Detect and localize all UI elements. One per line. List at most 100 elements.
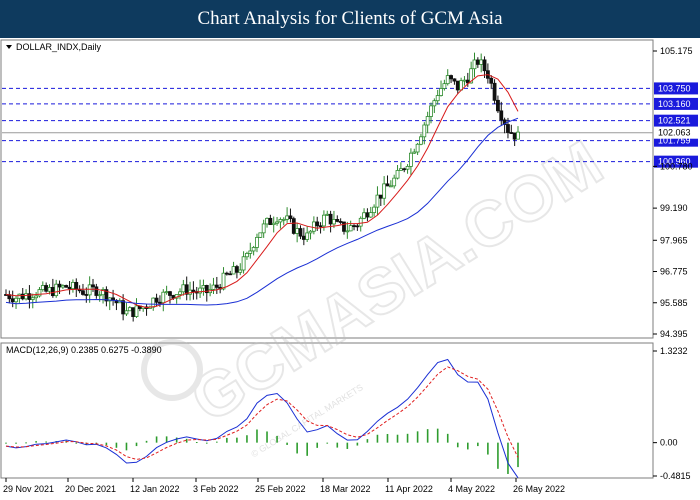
- candle-body: [475, 59, 480, 65]
- candle-body: [154, 297, 159, 303]
- candle-body: [198, 287, 202, 294]
- candle-body: [496, 99, 500, 112]
- candle-body: [37, 289, 42, 297]
- level-price-tag: [654, 82, 698, 95]
- macd-histogram-bar: [356, 442, 359, 446]
- candle-body: [405, 166, 410, 170]
- candle-body: [245, 253, 249, 258]
- symbol-label: DOLLAR_INDX,Daily: [16, 42, 102, 52]
- candle-body: [472, 59, 477, 70]
- candle-body: [358, 217, 363, 227]
- level-price-tag: [654, 114, 698, 127]
- macd-histogram-bar: [95, 442, 98, 444]
- candle-body: [318, 225, 323, 228]
- candle-body: [131, 307, 136, 318]
- macd-histogram-bar: [426, 429, 429, 443]
- candle-body: [372, 206, 377, 214]
- macd-histogram-bar: [165, 436, 168, 443]
- candle-body: [251, 247, 256, 252]
- candle-body: [482, 59, 487, 72]
- candle-body: [17, 293, 22, 299]
- candle-body: [419, 136, 423, 145]
- macd-histogram-bar: [266, 431, 268, 443]
- candle-body: [74, 281, 79, 290]
- macd-histogram-bar: [75, 442, 78, 444]
- macd-histogram-bar: [376, 434, 379, 443]
- level-price-tag: [654, 155, 698, 168]
- candle-body: [338, 221, 343, 223]
- candle-body: [91, 284, 95, 288]
- macd-histogram-bar: [296, 442, 298, 454]
- macd-label: MACD(12,26,9) 0.2385 0.6275 -0.3890: [6, 345, 162, 355]
- macd-histogram-bar: [316, 442, 319, 448]
- x-tick-label: 26 May 2022: [513, 484, 565, 494]
- candle-body: [445, 75, 450, 85]
- candle-body: [30, 297, 35, 300]
- candle-body: [50, 287, 55, 297]
- candle-body: [235, 266, 239, 273]
- macd-histogram-bar: [326, 442, 329, 444]
- macd-line: [5, 358, 519, 479]
- candle-body: [301, 235, 306, 240]
- candle-body: [392, 177, 397, 187]
- candle-body: [422, 124, 427, 138]
- y-tick-label: 95.585: [660, 298, 688, 308]
- candle-body: [168, 291, 172, 296]
- macd-histogram-bar: [497, 442, 499, 469]
- candle-body: [365, 212, 370, 218]
- candle-body: [161, 291, 166, 304]
- candle-body: [462, 79, 467, 82]
- candle-body: [14, 297, 18, 303]
- candle-body: [492, 82, 497, 101]
- candle-body: [164, 291, 169, 294]
- macd-histogram-bar: [185, 438, 188, 443]
- macd-histogram-bar: [416, 431, 419, 443]
- level-price-tag: [654, 97, 698, 110]
- candle-body: [499, 110, 504, 121]
- macd-histogram-bar: [477, 442, 479, 447]
- macd-histogram-bar: [456, 442, 459, 448]
- candle-body: [34, 295, 39, 299]
- macd-tick-label: 0.00: [660, 438, 678, 448]
- y-tick-label: 94.395: [660, 329, 688, 339]
- level-price-text: 102.521: [658, 116, 691, 126]
- candle-body: [415, 143, 420, 153]
- macd-histogram-bar: [195, 442, 198, 444]
- macd-histogram-bar: [155, 436, 158, 443]
- candle-body: [285, 215, 289, 220]
- candle-body: [516, 131, 520, 140]
- candle-body: [442, 83, 447, 89]
- current-price-text: 102.063: [658, 128, 691, 138]
- macd-histogram-bar: [175, 437, 178, 443]
- y-tick-label: 100.780: [660, 161, 693, 171]
- candle-body: [271, 222, 276, 226]
- chevron-down-icon[interactable]: [6, 45, 12, 49]
- x-tick-label: 4 May 2022: [448, 484, 495, 494]
- candle-body: [506, 124, 510, 133]
- candle-body: [325, 213, 330, 216]
- candle-body: [124, 310, 129, 315]
- macd-histogram-bar: [216, 441, 218, 443]
- candle-body: [429, 105, 433, 117]
- macd-histogram-bar: [336, 442, 339, 448]
- y-tick-label: 96.775: [660, 267, 688, 277]
- candle-body: [311, 221, 316, 232]
- candle-body: [315, 221, 320, 227]
- page-title: Chart Analysis for Clients of GCM Asia: [0, 0, 700, 38]
- chart-area[interactable]: GCMASIA.COM © GLOBAL CAPITAL MARKETS 103…: [0, 38, 700, 500]
- candle-body: [104, 289, 109, 302]
- support-resistance-levels: 103.750 103.160 102.521 101.759 100.960 102.0…: [2, 82, 698, 168]
- level-price-text: 101.759: [658, 136, 691, 146]
- macd-histogram-bar: [226, 437, 228, 443]
- candle-body: [151, 297, 156, 308]
- candle-body: [352, 225, 356, 228]
- candle-body: [275, 221, 279, 224]
- candle-body: [375, 194, 380, 208]
- candle-body: [268, 217, 273, 226]
- macd-tick-label: 1.3232: [660, 346, 688, 356]
- time-x-axis: 29 Nov 2021 20 Dec 2021 12 Jan 2022 3 Feb 2…: [3, 478, 565, 494]
- candle-body: [502, 119, 507, 125]
- macd-y-axis: 1.3232 0.00 -0.4815: [653, 346, 691, 481]
- macd-histogram-bar: [467, 442, 469, 450]
- x-tick-label: 18 Mar 2022: [320, 484, 371, 494]
